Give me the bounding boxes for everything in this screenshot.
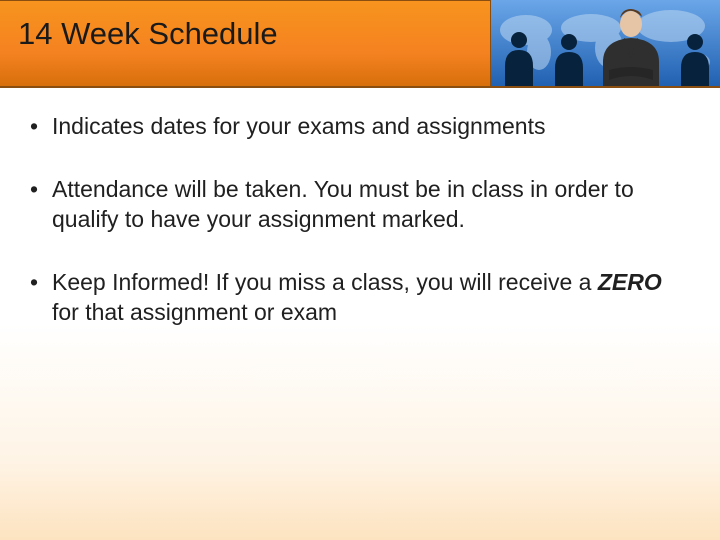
bullet-emph: ZERO	[598, 269, 662, 295]
bullet-text: Attendance will be taken. You must be in…	[52, 176, 634, 231]
body-area: Indicates dates for your exams and assig…	[30, 112, 690, 361]
bullet-text-pre: Keep Informed! If you miss a class, you …	[52, 269, 598, 295]
bullet-item: Attendance will be taken. You must be in…	[30, 175, 690, 234]
title-header: 14 Week Schedule	[0, 0, 720, 88]
slide: 14 Week Schedule	[0, 0, 720, 540]
bullet-item: Indicates dates for your exams and assig…	[30, 112, 690, 141]
hero-image	[490, 0, 720, 88]
slide-title: 14 Week Schedule	[18, 16, 278, 52]
bullet-text-post: for that assignment or exam	[52, 299, 337, 325]
bullet-item: Keep Informed! If you miss a class, you …	[30, 268, 690, 327]
hero-svg	[491, 0, 720, 88]
bullet-text: Indicates dates for your exams and assig…	[52, 113, 545, 139]
bullet-list: Indicates dates for your exams and assig…	[30, 112, 690, 327]
header-bottom-rule	[0, 86, 720, 88]
